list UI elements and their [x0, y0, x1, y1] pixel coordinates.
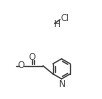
Text: Cl: Cl [61, 14, 70, 23]
Text: O: O [29, 53, 36, 62]
Text: O: O [18, 61, 25, 70]
Text: H: H [53, 20, 60, 29]
Text: N: N [58, 80, 65, 89]
